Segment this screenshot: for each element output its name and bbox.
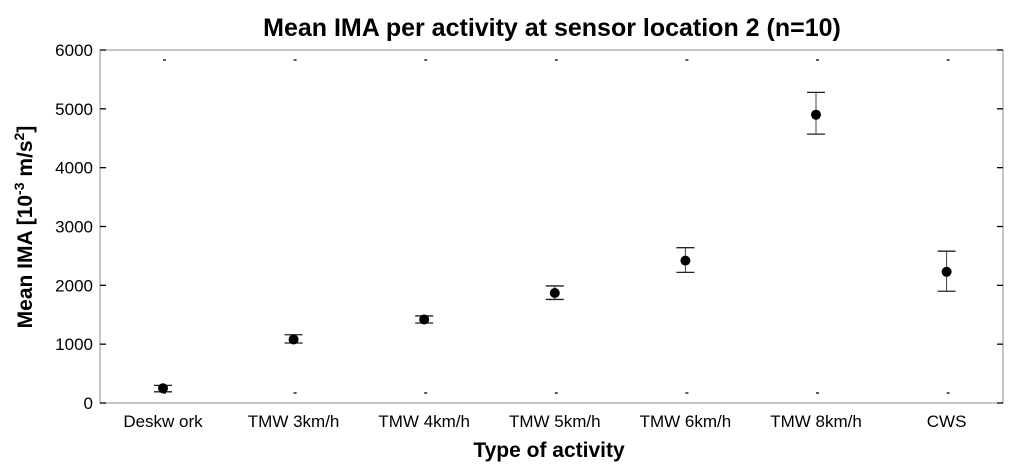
y-tick-label: 4000 bbox=[55, 159, 93, 178]
data-point bbox=[549, 287, 560, 298]
y-axis-label-main: Mean IMA [10 bbox=[14, 195, 37, 328]
x-tick-label: CWS bbox=[927, 412, 967, 431]
y-axis-label-mid: m/s bbox=[14, 140, 37, 182]
data-point bbox=[158, 383, 168, 394]
plot-area bbox=[99, 49, 1004, 404]
chart-title: Mean IMA per activity at sensor location… bbox=[263, 14, 841, 42]
y-tick-label: 2000 bbox=[55, 276, 93, 295]
y-axis-label-exp2: 2 bbox=[11, 132, 27, 140]
y-tick-label: 1000 bbox=[55, 335, 93, 354]
y-tick-label: 0 bbox=[84, 394, 93, 413]
x-tick-label: TMW 3km/h bbox=[248, 412, 340, 431]
data-point bbox=[680, 255, 691, 266]
y-tick-label: 3000 bbox=[55, 218, 93, 237]
y-tick-label: 6000 bbox=[55, 41, 93, 60]
x-tick-label: TMW 8km/h bbox=[770, 412, 862, 431]
x-tick-label: TMW 5km/h bbox=[509, 412, 601, 431]
x-tick-label: TMW 6km/h bbox=[640, 412, 732, 431]
y-axis-label: Mean IMA [10-3 m/s2] bbox=[11, 126, 37, 329]
data-point bbox=[941, 266, 952, 277]
data-point bbox=[419, 314, 430, 325]
x-tick-label: TMW 4km/h bbox=[378, 412, 470, 431]
y-axis-label-exp1: -3 bbox=[11, 182, 27, 195]
x-axis: Deskw ork TMW 3km/h TMW 4km/h TMW 5km/h TMW … bbox=[123, 59, 967, 431]
x-tick-label: Deskw ork bbox=[123, 412, 203, 431]
y-tick-label: 5000 bbox=[55, 100, 93, 119]
x-axis-label: Type of activity bbox=[473, 439, 625, 462]
data-series bbox=[154, 91, 956, 394]
y-axis: 0 1000 2000 3000 4000 5000 6000 bbox=[55, 41, 1003, 413]
data-point bbox=[811, 109, 821, 120]
data-point bbox=[288, 334, 299, 345]
y-axis-label-end: ] bbox=[14, 126, 37, 133]
